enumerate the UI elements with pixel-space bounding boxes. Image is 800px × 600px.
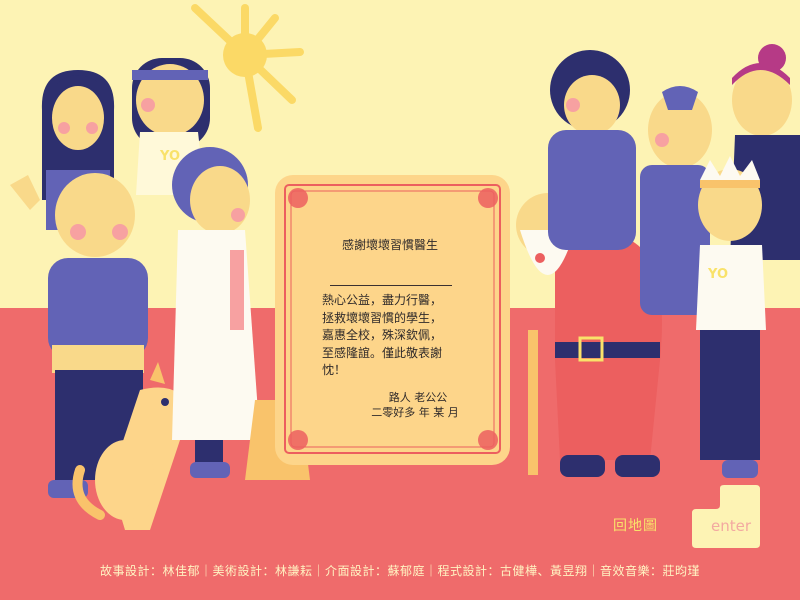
certificate [275,175,510,465]
shirt-text: YO [159,149,180,164]
enter-key-label[interactable]: enter [710,517,751,535]
back-to-map-button[interactable]: 回地圖 [613,518,658,534]
certificate-signature: 路人 老公公 [388,391,448,404]
headband-boy: YO [132,58,210,195]
certificate-date: 二零好多 年 某 月 [371,406,459,419]
old-man [516,193,662,477]
certificate-divider [330,285,452,286]
enter-key-icon[interactable] [692,485,760,548]
dog [72,362,190,530]
girl-bob-hair [548,50,636,250]
credits-bar: 故事設計：林佳郁｜美術設計：林謙耘｜介面設計：蘇郁庭｜程式設計：古健樺、黃昱翔｜… [99,564,700,578]
shirt-text: YO [707,267,728,282]
crown-boy: YO [696,156,766,478]
sun-icon [191,4,304,132]
certificate-title: 感謝壞壞習慣醫生 [341,238,438,252]
certificate-body: 熱心公益，盡力行醫，拯救壞壞習慣的學生，嘉惠全校，殊深欽佩，至感隆誼。僅此敬表謝… [322,293,443,377]
mohawk-boy [640,86,712,315]
